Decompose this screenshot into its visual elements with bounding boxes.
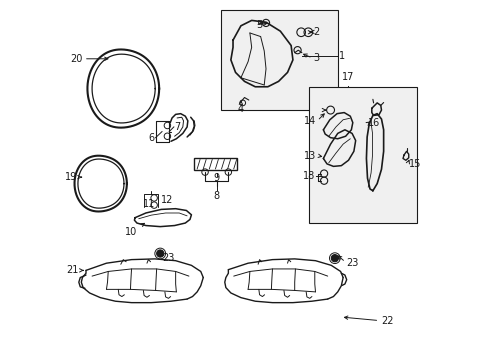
Text: 23: 23 <box>163 253 175 263</box>
Text: 14: 14 <box>304 116 316 126</box>
Text: 16: 16 <box>367 118 379 128</box>
Text: 3: 3 <box>313 53 319 63</box>
Circle shape <box>330 255 338 262</box>
Text: 12: 12 <box>161 195 173 206</box>
Text: 9: 9 <box>213 173 219 183</box>
Text: 11: 11 <box>142 199 155 209</box>
Text: 10: 10 <box>125 227 138 237</box>
Text: 18: 18 <box>303 171 315 181</box>
Text: 15: 15 <box>408 159 420 169</box>
Text: 5: 5 <box>256 20 262 30</box>
Text: 8: 8 <box>213 192 220 202</box>
Text: 7: 7 <box>174 122 181 132</box>
Text: 23: 23 <box>346 258 358 268</box>
Text: 21: 21 <box>66 265 79 275</box>
Text: 2: 2 <box>313 27 319 37</box>
Text: 4: 4 <box>237 104 244 114</box>
Text: 17: 17 <box>342 72 354 82</box>
Text: 6: 6 <box>148 133 154 143</box>
Bar <box>308 87 416 223</box>
Text: 20: 20 <box>70 54 82 64</box>
Bar <box>193 158 236 170</box>
Bar <box>221 10 337 110</box>
Text: 13: 13 <box>304 150 316 161</box>
Circle shape <box>156 250 163 257</box>
Text: 19: 19 <box>64 172 77 182</box>
Text: 22: 22 <box>380 316 392 325</box>
Text: 1: 1 <box>338 51 344 61</box>
